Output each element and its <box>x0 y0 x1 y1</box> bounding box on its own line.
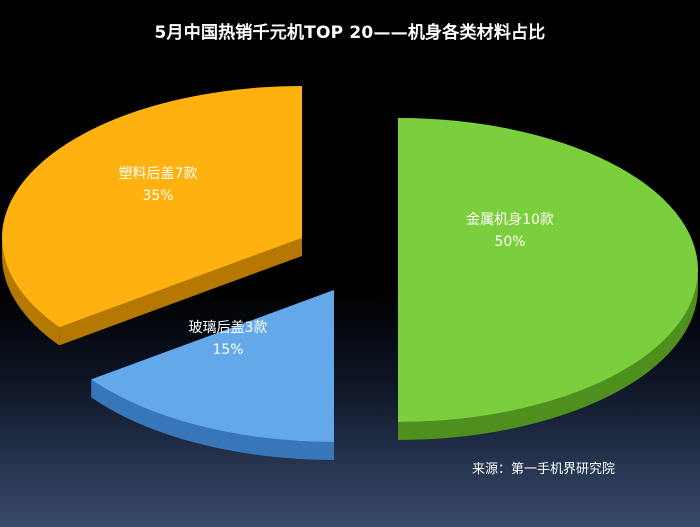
source-note: 来源：第一手机界研究院 <box>472 462 616 477</box>
slice-plastic-back <box>2 86 302 328</box>
slice-glass-back-label: 玻璃后盖3款 <box>189 319 268 336</box>
slice-metal-body-side <box>398 270 698 440</box>
slice-plastic-back-percent: 35% <box>142 188 173 204</box>
slice-metal-body-percent: 50% <box>494 234 525 250</box>
chart-title: 5月中国热销千元机TOP 20——机身各类材料占比 <box>154 23 546 43</box>
slice-glass-back-percent: 15% <box>212 342 243 358</box>
slice-metal-body <box>398 118 698 422</box>
slice-glass-back <box>91 290 335 442</box>
slice-plastic-back-side <box>2 238 302 346</box>
slice-metal-body-label: 金属机身10款 <box>466 212 554 228</box>
slice-plastic-back-label: 塑料后盖7款 <box>119 166 198 182</box>
